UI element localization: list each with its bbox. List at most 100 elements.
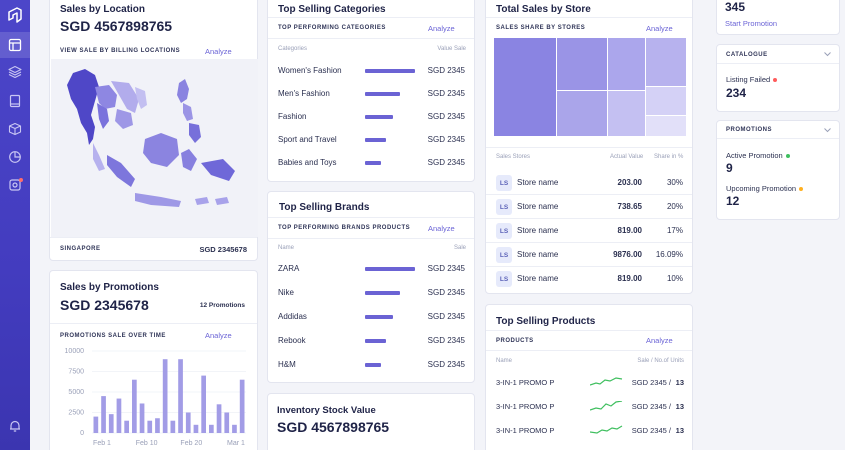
active-promotion-label: Active Promotion bbox=[726, 151, 790, 160]
divider bbox=[50, 323, 257, 324]
chart-bar[interactable] bbox=[209, 424, 214, 433]
sidebar bbox=[0, 0, 30, 450]
chart-bar[interactable] bbox=[232, 424, 237, 433]
y-tick-label: 0 bbox=[80, 430, 84, 437]
start-promotion-link[interactable]: Start Promotion bbox=[725, 19, 778, 28]
divider bbox=[486, 17, 692, 18]
store-name[interactable]: Store name bbox=[517, 274, 559, 283]
inventory-value: SGD 4567898765 bbox=[277, 419, 390, 435]
logo-icon[interactable] bbox=[6, 6, 24, 24]
listing-failed-value: 234 bbox=[726, 86, 747, 100]
card-title: Total Sales by Store bbox=[496, 4, 591, 15]
chart-bar[interactable] bbox=[139, 403, 145, 433]
chart-bar[interactable] bbox=[224, 412, 230, 434]
treemap-block[interactable] bbox=[557, 38, 607, 90]
chart-bar[interactable] bbox=[101, 396, 106, 433]
analyze-link[interactable]: Analyze bbox=[205, 331, 232, 340]
chart-bar[interactable] bbox=[193, 424, 199, 433]
nav-book[interactable] bbox=[0, 88, 30, 114]
treemap-block[interactable] bbox=[646, 87, 686, 115]
sparkline bbox=[590, 425, 623, 434]
inventory-card: Inventory Stock Value SGD 4567898765 bbox=[267, 393, 475, 450]
chart-bar[interactable] bbox=[178, 359, 183, 433]
product-name[interactable]: 3-IN-1 PROMO P bbox=[496, 426, 555, 435]
column-header-share: Share in % bbox=[654, 154, 684, 160]
chart-bar[interactable] bbox=[108, 414, 114, 433]
analyze-link[interactable]: Analyze bbox=[646, 24, 673, 33]
y-tick-label: 5000 bbox=[68, 389, 84, 396]
chart-bar[interactable] bbox=[170, 420, 176, 433]
row-label: Addidas bbox=[278, 312, 307, 321]
chart-bar[interactable] bbox=[93, 416, 99, 433]
chart-bar[interactable] bbox=[155, 418, 160, 433]
divider bbox=[486, 330, 692, 331]
store-name[interactable]: Store name bbox=[517, 178, 559, 187]
treemap-block[interactable] bbox=[608, 38, 645, 90]
store-treemap[interactable] bbox=[494, 38, 686, 136]
divider bbox=[268, 17, 474, 18]
promotions-card: PROMOTIONS Active Promotion 9 Upcoming P… bbox=[716, 120, 840, 220]
analyze-link[interactable]: Analyze bbox=[428, 224, 455, 233]
chevron-down-icon[interactable] bbox=[824, 52, 831, 57]
nav-products[interactable] bbox=[0, 116, 30, 142]
nav-reports[interactable] bbox=[0, 144, 30, 170]
treemap-block[interactable] bbox=[557, 91, 607, 136]
analyze-link[interactable]: Analyze bbox=[646, 336, 673, 345]
nav-layers[interactable] bbox=[0, 59, 30, 85]
store-value: 819.00 bbox=[617, 274, 642, 283]
card-header: PROMOTIONS bbox=[726, 127, 773, 133]
store-avatar: LS bbox=[496, 175, 512, 191]
y-tick-label: 10000 bbox=[65, 348, 85, 355]
row-value: SGD 2345 bbox=[427, 66, 465, 75]
column-header-sale: Sale / No.of Units bbox=[637, 358, 684, 364]
treemap-block[interactable] bbox=[608, 91, 645, 136]
upcoming-promotion-label: Upcoming Promotion bbox=[726, 184, 804, 193]
row-label: Rebook bbox=[278, 336, 306, 345]
sparkline bbox=[590, 377, 623, 386]
chart-bar[interactable] bbox=[132, 379, 137, 433]
southeast-asia-map[interactable] bbox=[51, 59, 258, 237]
card-title: Top Selling Products bbox=[496, 316, 596, 327]
product-name[interactable]: 3-IN-1 PROMO P bbox=[496, 378, 555, 387]
store-name[interactable]: Store name bbox=[517, 250, 559, 259]
chart-bar[interactable] bbox=[185, 412, 191, 434]
product-units: 13 bbox=[675, 402, 684, 411]
product-units: 13 bbox=[675, 426, 684, 435]
chart-bar[interactable] bbox=[239, 379, 245, 433]
promotion-count: 345 bbox=[725, 0, 746, 14]
store-name[interactable]: Store name bbox=[517, 226, 559, 235]
column-header-category: Categories bbox=[278, 46, 308, 52]
nav-notifications[interactable] bbox=[0, 413, 30, 439]
product-name[interactable]: 3-IN-1 PROMO P bbox=[496, 402, 555, 411]
promotion-summary-card: 345 Start Promotion bbox=[716, 0, 840, 35]
top-products-card: Top Selling Products PRODUCTS Analyze Na… bbox=[485, 304, 693, 450]
nav-settings[interactable] bbox=[0, 172, 30, 198]
treemap-block[interactable] bbox=[646, 116, 686, 136]
treemap-block[interactable] bbox=[646, 38, 686, 86]
chart-bar[interactable] bbox=[116, 398, 122, 433]
chart-bar[interactable] bbox=[216, 404, 222, 433]
divider bbox=[486, 242, 692, 243]
row-value: SGD 2345 bbox=[427, 288, 465, 297]
total-value: SGD 4567898765 bbox=[60, 18, 173, 34]
chart-bar[interactable] bbox=[124, 420, 129, 433]
chart-bar[interactable] bbox=[162, 359, 168, 433]
listing-failed-label: Listing Failed bbox=[726, 75, 778, 84]
chart-bar[interactable] bbox=[147, 420, 153, 433]
chart-bar[interactable] bbox=[201, 375, 206, 433]
divider bbox=[50, 237, 257, 238]
column-header-value: Value Sale bbox=[437, 46, 466, 52]
row-label: Women's Fashion bbox=[278, 66, 342, 75]
store-avatar: LS bbox=[496, 223, 512, 239]
treemap-block[interactable] bbox=[494, 38, 556, 136]
analyze-link[interactable]: Analyze bbox=[428, 24, 455, 33]
store-name[interactable]: Store name bbox=[517, 202, 559, 211]
chevron-down-icon[interactable] bbox=[824, 128, 831, 133]
divider bbox=[486, 266, 692, 267]
top-categories-card: Top Selling Categories TOP PERFORMING CA… bbox=[267, 0, 475, 182]
nav-dashboard[interactable] bbox=[0, 32, 30, 58]
card-subtitle: TOP PERFORMING BRANDS PRODUCTS bbox=[278, 225, 411, 231]
card-subtitle: SALES SHARE BY STORES bbox=[496, 25, 586, 31]
row-value: SGD 2345 bbox=[427, 112, 465, 121]
analyze-link[interactable]: Analyze bbox=[205, 47, 232, 56]
